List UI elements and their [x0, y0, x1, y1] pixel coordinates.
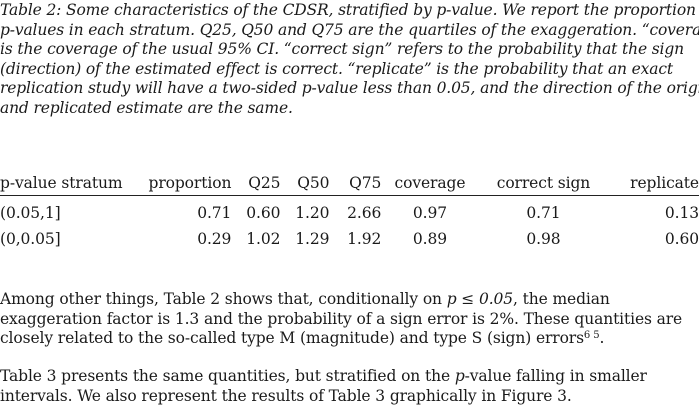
header-replicate: replicate [608, 170, 699, 196]
cell-q75: 2.66 [347, 204, 382, 222]
cell-replicate: 0.13 [664, 204, 699, 222]
paragraph-line: intervals. We also represent the results… [0, 386, 572, 405]
header-q50: Q50 [280, 170, 330, 196]
header-q25: Q25 [231, 170, 280, 196]
cell-q50: 1.29 [295, 230, 330, 248]
header-coverage: coverage [381, 170, 479, 196]
caption-line: and replicated estimate are the same. [0, 98, 293, 117]
paragraph-line: exaggeration factor is 1.3 and the proba… [0, 309, 683, 328]
cell-coverage: 0.97 [412, 204, 448, 222]
math-inline: p [454, 367, 465, 385]
cell-replicate: 0.60 [664, 230, 699, 248]
body-paragraph: Among other things, Table 2 shows that, … [0, 290, 699, 349]
paragraph-text: , the median [513, 290, 610, 308]
cell-stratum: (0.05,1] [0, 204, 61, 222]
table-row: (0,0.05] 0.29 1.02 1.29 1.92 0.89 0.98 0… [0, 226, 699, 252]
cell-proportion: 0.29 [197, 230, 232, 248]
caption-line: (direction) of the estimated effect is c… [0, 59, 673, 78]
table-row: (0.05,1] 0.71 0.60 1.20 2.66 0.97 0.71 0… [0, 196, 699, 227]
citation-superscript[interactable]: 6 5 [583, 330, 600, 342]
cell-proportion: 0.71 [197, 204, 232, 222]
cell-q50: 1.20 [295, 204, 330, 222]
body-paragraph: Table 3 presents the same quantities, bu… [0, 367, 699, 406]
cell-correct-sign: 0.71 [526, 204, 561, 222]
caption-line: p-values in each stratum. Q25, Q50 and Q… [0, 20, 699, 39]
cell-q25: 1.02 [246, 230, 281, 248]
paragraph-text: closely related to the so-called type M … [0, 329, 584, 348]
paragraph-text: Table 3 presents the same quantities, bu… [0, 367, 455, 385]
cell-coverage: 0.89 [412, 230, 448, 248]
cell-q75: 1.92 [347, 230, 382, 248]
characteristics-table: p-value stratum proportion Q25 Q50 Q75 c… [0, 170, 699, 252]
cell-q25: 0.60 [246, 204, 281, 222]
cell-stratum: (0,0.05] [0, 230, 61, 248]
paragraph-line: Table 3 presents the same quantities, bu… [0, 367, 699, 387]
paragraph-line: closely related to the so-called type M … [0, 329, 699, 349]
table-caption: Table 2: Some characteristics of the CDS… [0, 1, 699, 119]
paragraph-text: . [599, 329, 605, 348]
header-proportion: proportion [136, 170, 231, 196]
table-header-row: p-value stratum proportion Q25 Q50 Q75 c… [0, 170, 699, 196]
caption-line: replication study will have a two-sided … [0, 79, 699, 98]
paragraph-text: -value falling in smaller [464, 367, 647, 385]
header-q75: Q75 [329, 170, 381, 196]
caption-line: Table 2: Some characteristics of the CDS… [0, 1, 699, 19]
math-inline: p ≤ 0.05 [446, 290, 514, 308]
paragraph-line: Among other things, Table 2 shows that, … [0, 290, 699, 310]
header-correct-sign: correct sign [478, 170, 609, 196]
header-stratum: p-value stratum [0, 170, 137, 196]
cell-correct-sign: 0.98 [526, 230, 561, 248]
caption-line: is the coverage of the usual 95% CI. “co… [0, 40, 684, 59]
paragraph-text: Among other things, Table 2 shows that, … [0, 290, 447, 308]
